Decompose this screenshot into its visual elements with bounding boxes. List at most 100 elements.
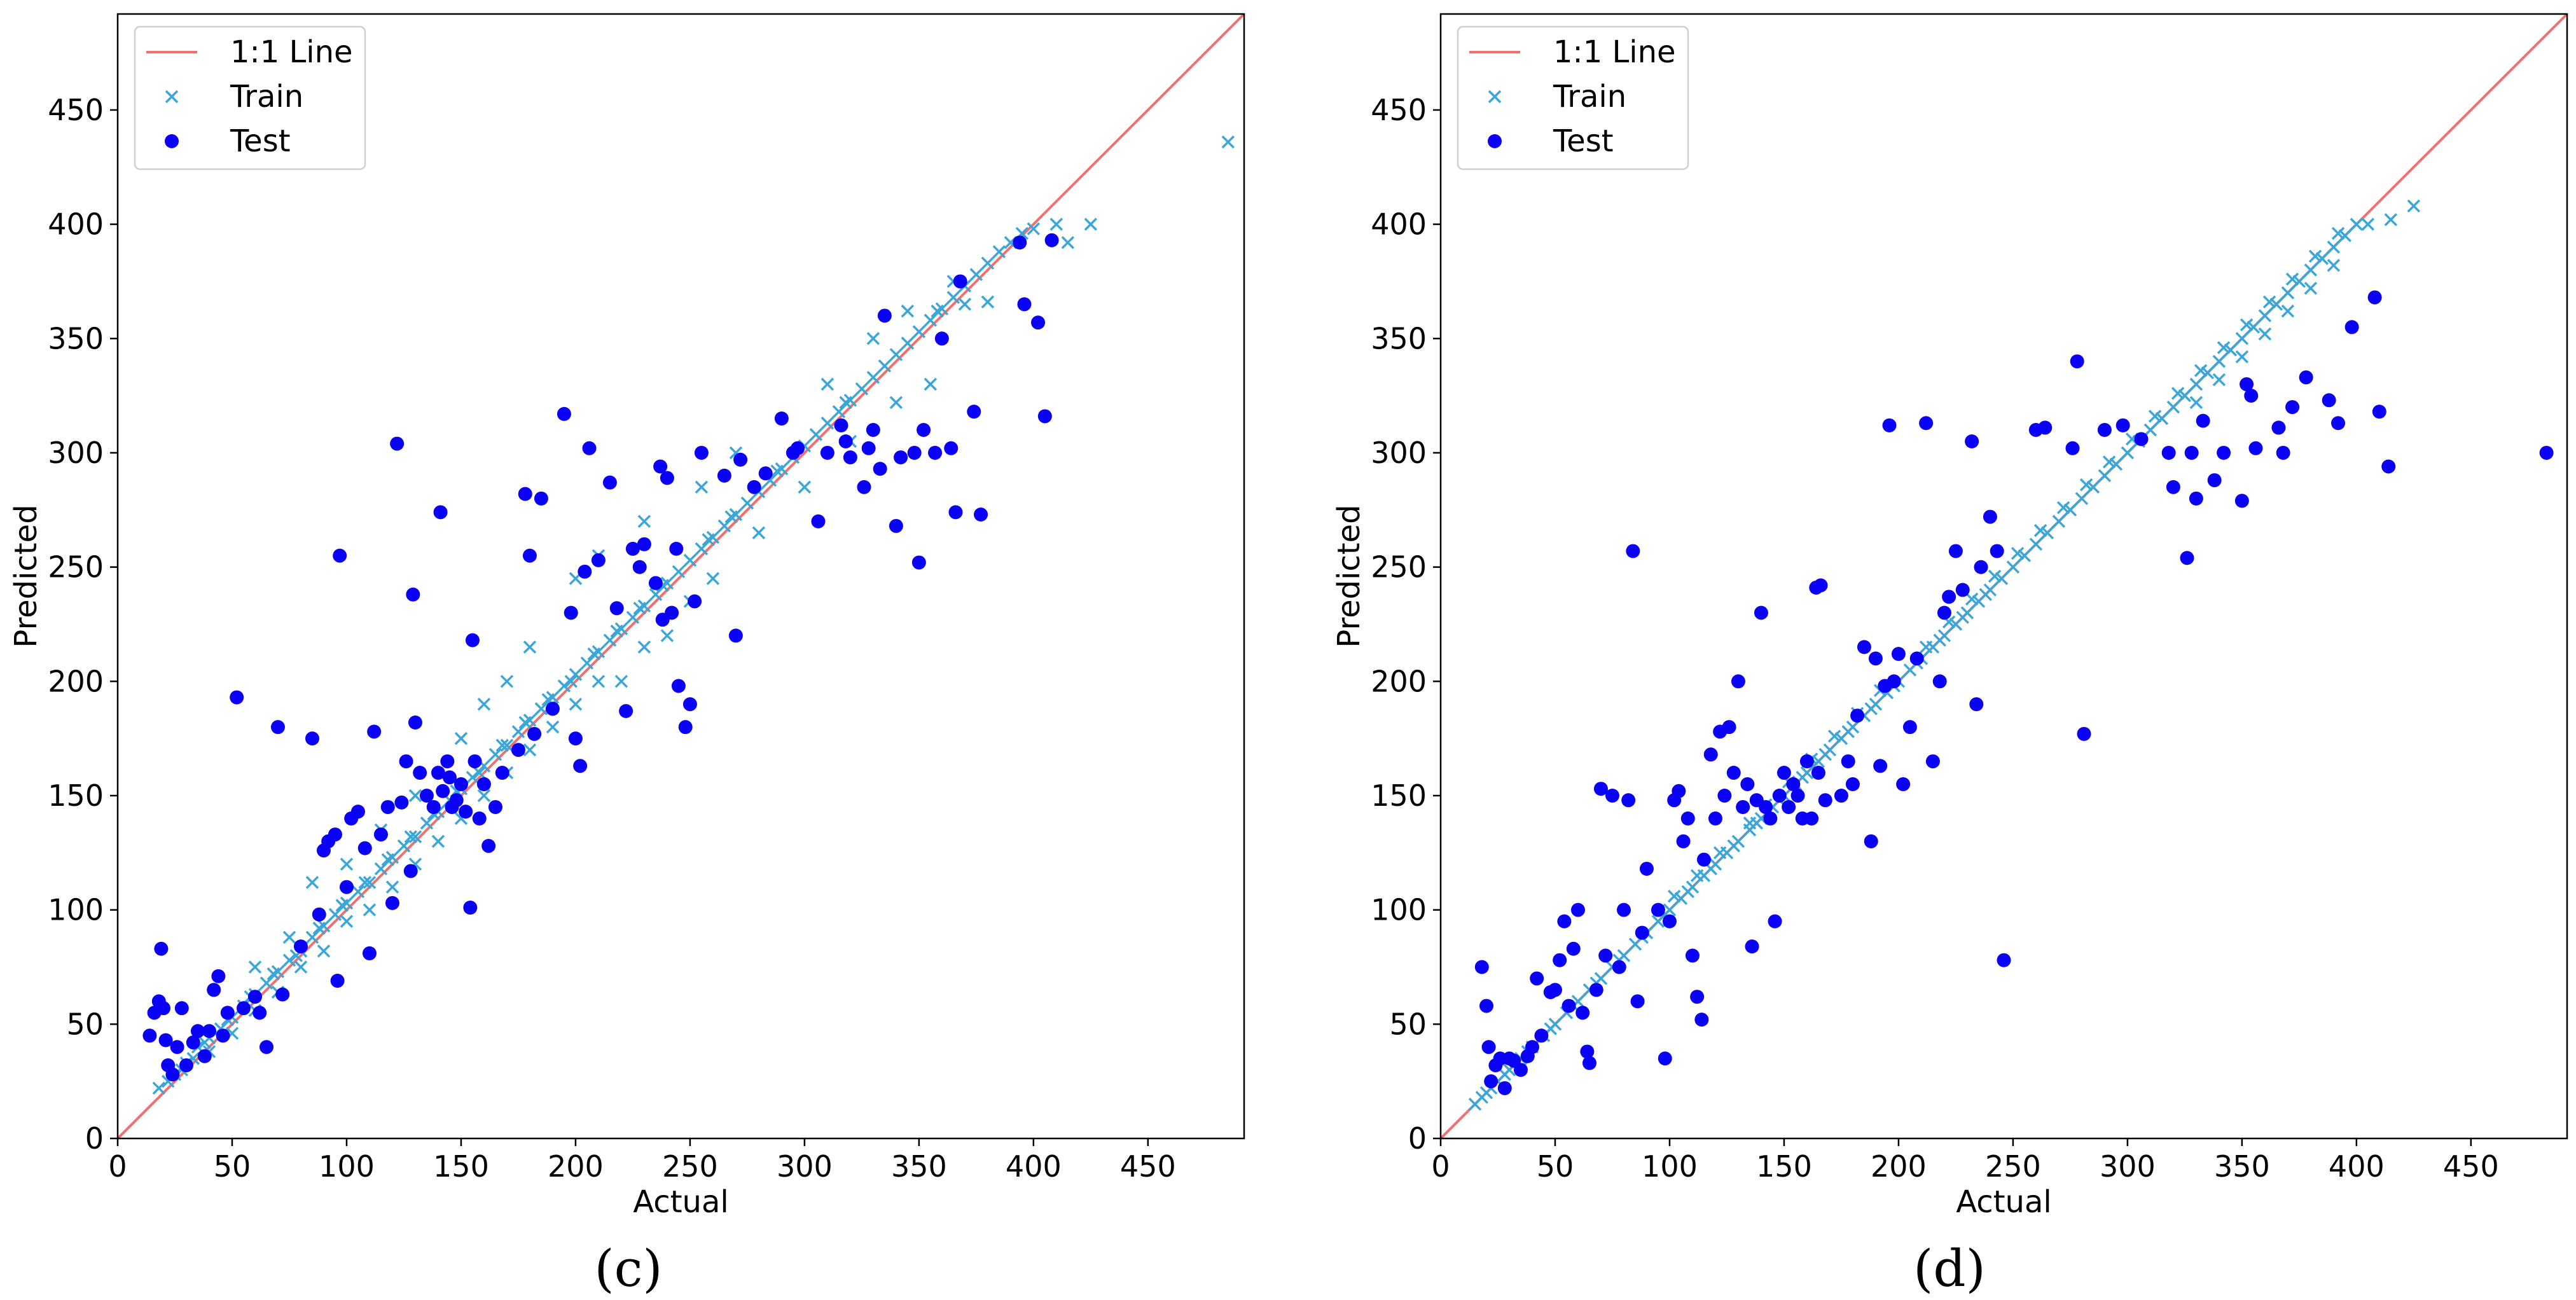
train-point bbox=[466, 770, 480, 784]
train-point-stroke bbox=[2143, 423, 2157, 437]
train-point bbox=[821, 377, 834, 391]
train-point-stroke bbox=[809, 427, 823, 441]
train-point bbox=[2189, 377, 2203, 391]
test-point bbox=[907, 445, 922, 460]
train-point bbox=[855, 382, 869, 396]
train-point-stroke bbox=[592, 675, 606, 688]
test-point bbox=[1759, 799, 1773, 814]
train-point-stroke bbox=[294, 960, 308, 974]
train-point bbox=[2240, 318, 2254, 331]
test-point bbox=[476, 777, 491, 792]
train-point bbox=[2056, 501, 2070, 515]
test-point bbox=[1857, 640, 1871, 654]
test-point bbox=[2065, 441, 2080, 455]
train-point-stroke bbox=[466, 770, 480, 784]
train-point-stroke bbox=[2217, 341, 2231, 354]
train-point-stroke bbox=[637, 640, 651, 654]
train-point bbox=[511, 725, 525, 738]
train-point bbox=[614, 622, 628, 635]
plot-frame bbox=[116, 13, 1245, 1140]
test-point bbox=[362, 946, 377, 960]
train-point bbox=[2102, 455, 2116, 469]
y-tick-label: 200 bbox=[1371, 664, 1427, 698]
train-point-stroke bbox=[1663, 903, 1677, 916]
test-point bbox=[436, 784, 450, 798]
train-point bbox=[2171, 387, 2185, 400]
test-point bbox=[2248, 441, 2263, 455]
train-point-stroke bbox=[248, 960, 262, 974]
test-point bbox=[312, 907, 326, 922]
train-point bbox=[477, 789, 491, 803]
test-point bbox=[578, 564, 592, 579]
test-point bbox=[328, 827, 342, 842]
train-point-stroke bbox=[889, 396, 903, 410]
x-tick-label: 0 bbox=[108, 1149, 127, 1184]
train-point-stroke bbox=[901, 336, 915, 350]
x-tick-label: 450 bbox=[2443, 1149, 2499, 1184]
test-point bbox=[1481, 1040, 1496, 1055]
train-point bbox=[832, 405, 846, 418]
train-point-stroke bbox=[2308, 249, 2322, 263]
test-point bbox=[426, 799, 441, 814]
train-point-stroke bbox=[981, 256, 995, 270]
train-point-stroke bbox=[2315, 252, 2329, 265]
train-point-stroke bbox=[2075, 492, 2089, 506]
test-point bbox=[1630, 994, 1645, 1009]
train-point bbox=[706, 572, 720, 585]
train-point-stroke bbox=[821, 416, 834, 430]
train-point bbox=[317, 919, 331, 933]
test-point bbox=[190, 1024, 205, 1039]
train-point bbox=[340, 915, 354, 928]
train-point-stroke bbox=[2327, 240, 2341, 254]
test-point bbox=[1639, 861, 1654, 876]
test-point bbox=[1799, 754, 1814, 769]
test-point bbox=[2381, 459, 2396, 474]
test-point bbox=[568, 731, 583, 746]
train-point-stroke bbox=[626, 611, 640, 624]
train-point-stroke bbox=[2258, 309, 2272, 322]
train-point-stroke bbox=[1731, 834, 1745, 848]
train-point-stroke bbox=[2292, 275, 2306, 288]
y-tick-label: 350 bbox=[1371, 321, 1427, 356]
train-point bbox=[404, 830, 417, 843]
train-point-stroke bbox=[282, 930, 296, 944]
test-point bbox=[207, 983, 221, 997]
train-point-stroke bbox=[2166, 400, 2180, 414]
train-point bbox=[1708, 857, 1722, 871]
test-point bbox=[449, 793, 464, 808]
test-point bbox=[591, 553, 606, 567]
train-point bbox=[958, 298, 972, 311]
train-point-stroke bbox=[843, 394, 857, 407]
train-point bbox=[992, 245, 1006, 258]
test-point bbox=[678, 720, 693, 735]
test-point bbox=[454, 777, 468, 792]
train-point bbox=[546, 720, 560, 734]
train-point-stroke bbox=[408, 830, 422, 843]
test-point bbox=[1909, 651, 1924, 666]
legend-test-swatch bbox=[1488, 134, 1502, 148]
x-tick-label: 150 bbox=[433, 1149, 489, 1184]
train-point-stroke bbox=[2235, 332, 2249, 345]
train-point-stroke bbox=[488, 748, 502, 761]
train-point bbox=[2304, 263, 2318, 277]
test-point bbox=[1745, 939, 1759, 954]
train-point-stroke bbox=[2224, 343, 2238, 357]
y-tick-label: 150 bbox=[1371, 778, 1427, 813]
train-point-stroke bbox=[363, 876, 377, 889]
test-point bbox=[717, 468, 731, 483]
train-point-stroke bbox=[924, 314, 938, 327]
test-point bbox=[889, 518, 903, 533]
train-point bbox=[775, 462, 789, 476]
test-point bbox=[1763, 811, 1778, 826]
test-point bbox=[1566, 941, 1581, 956]
test-point bbox=[1834, 788, 1848, 803]
train-point bbox=[1827, 730, 1841, 743]
train-point bbox=[1667, 889, 1681, 903]
train-point bbox=[546, 691, 560, 704]
train-point bbox=[2327, 240, 2341, 254]
train-point bbox=[821, 416, 834, 430]
test-point bbox=[834, 418, 848, 432]
train-point bbox=[1869, 697, 1883, 711]
train-point-stroke bbox=[473, 766, 486, 780]
train-point-stroke bbox=[317, 944, 331, 958]
